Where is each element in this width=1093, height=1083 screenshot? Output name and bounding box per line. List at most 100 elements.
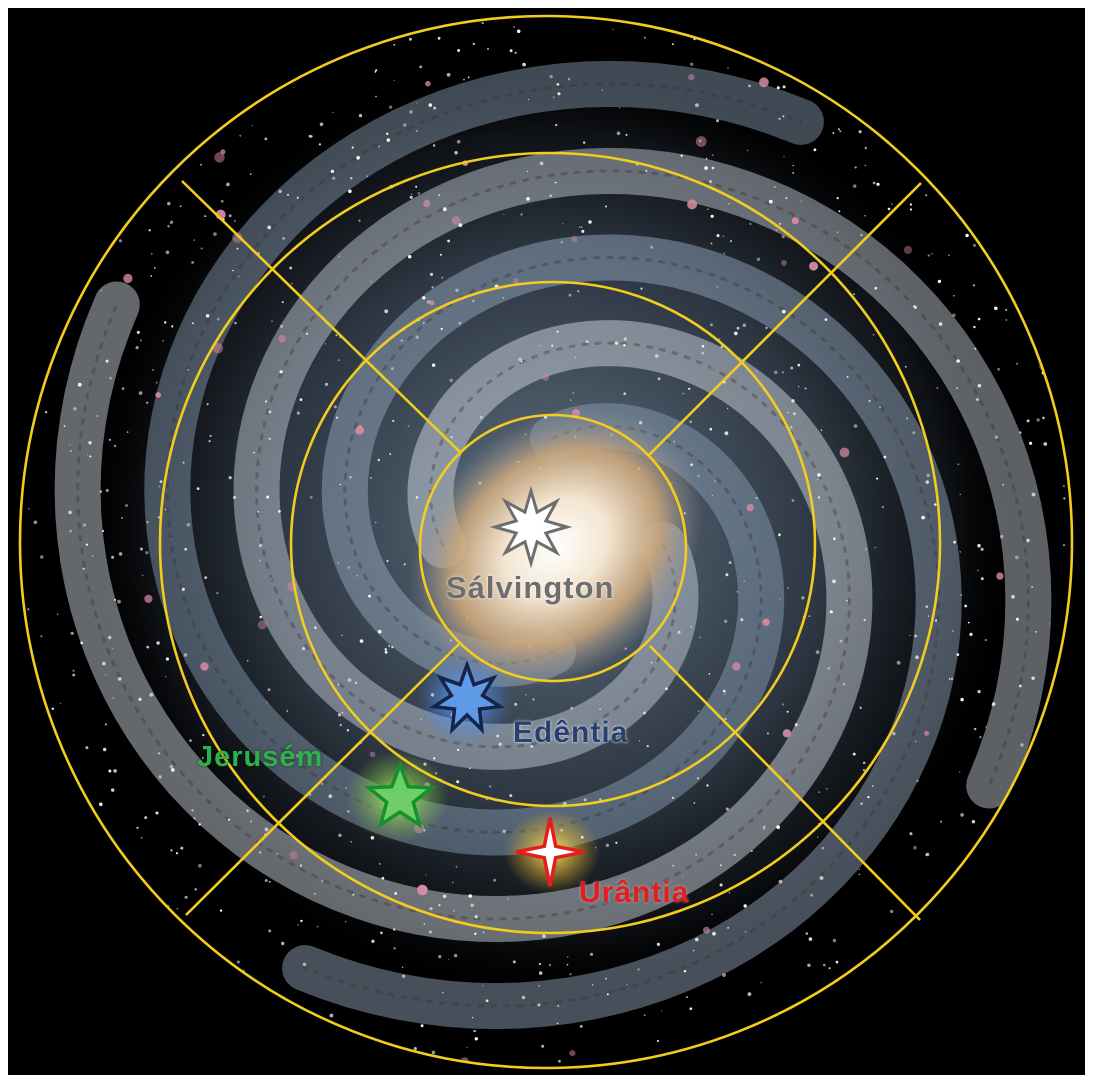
star-dot (482, 985, 484, 987)
star-dot (768, 199, 773, 204)
star-dot (227, 818, 231, 821)
nebula-spot (429, 300, 435, 306)
star-dot (618, 107, 621, 109)
star-dot (860, 802, 863, 805)
star-dot (722, 689, 726, 693)
star-dot (264, 827, 269, 832)
star-dot (145, 551, 149, 555)
star-dot (762, 826, 766, 830)
star-dot (520, 213, 523, 216)
star-dot (333, 405, 337, 409)
star-dot (191, 261, 195, 264)
star-dot (538, 963, 541, 965)
star-dot (206, 403, 209, 406)
star-dot (605, 977, 607, 980)
star-dot (699, 636, 701, 639)
star-dot (297, 924, 299, 926)
star-dot (793, 412, 796, 416)
star-dot (858, 130, 862, 134)
star-dot (139, 547, 143, 551)
star-dot (682, 875, 684, 878)
star-dot (591, 984, 594, 986)
star-dot (68, 510, 72, 515)
star-dot (121, 387, 125, 390)
star-dot (82, 567, 85, 570)
star-dot (558, 1059, 561, 1063)
star-dot (612, 28, 614, 31)
star-dot (916, 779, 919, 783)
star-dot (507, 898, 509, 900)
nebula-spot (369, 751, 376, 758)
star-dot (562, 223, 564, 225)
star-dot (560, 241, 563, 244)
star-dot (948, 678, 951, 680)
star-dot (423, 923, 425, 925)
star-dot (232, 269, 234, 272)
star-dot (204, 215, 207, 218)
star-dot (159, 480, 163, 484)
star-dot (89, 455, 92, 458)
star-dot (1031, 676, 1035, 680)
star-dot (339, 723, 342, 727)
star-dot (701, 352, 704, 355)
star-dot (520, 360, 523, 363)
star-dot (319, 122, 324, 127)
star-dot (904, 365, 907, 368)
star-dot (408, 255, 412, 259)
star-dot (965, 233, 969, 238)
star-dot (872, 181, 876, 185)
star-dot (384, 309, 389, 314)
star-dot (111, 555, 115, 559)
star-dot (704, 166, 708, 170)
star-dot (915, 655, 919, 660)
nebula-spot (542, 373, 550, 381)
star-dot (689, 420, 693, 424)
star-dot (959, 551, 961, 553)
star-dot (474, 1030, 477, 1032)
star-dot (302, 962, 307, 967)
star-dot (927, 615, 930, 617)
star-dot (457, 49, 461, 52)
star-dot (616, 131, 621, 136)
star-dot (744, 930, 747, 933)
star-dot (446, 72, 451, 77)
star-dot (589, 952, 594, 956)
star-dot (63, 425, 66, 428)
star-dot (127, 431, 129, 433)
star-dot (347, 566, 351, 569)
star-dot (787, 411, 789, 414)
star-dot (782, 115, 785, 118)
star-dot (835, 960, 839, 964)
star-dot (335, 334, 338, 337)
star-dot (760, 981, 762, 984)
star-dot (108, 438, 111, 441)
star-dot (493, 878, 496, 882)
star-dot (247, 660, 249, 662)
star-dot (198, 823, 201, 826)
star-dot (661, 1010, 663, 1012)
star-dot (196, 487, 200, 490)
star-dot (712, 154, 714, 156)
star-dot (925, 605, 929, 608)
star-dot (672, 864, 675, 867)
star-dot (433, 757, 436, 760)
nebula-spot (513, 278, 519, 284)
star-dot (198, 863, 202, 868)
star-dot (438, 194, 441, 197)
star-dot (756, 257, 761, 261)
star-dot (914, 306, 917, 309)
star-dot (991, 702, 996, 706)
star-dot (585, 340, 589, 343)
star-dot (337, 359, 340, 362)
star-dot (697, 710, 700, 712)
star-dot (453, 953, 458, 958)
star-dot (144, 816, 148, 820)
star-dot (40, 555, 44, 559)
star-dot (710, 214, 714, 218)
grid-ring-3 (158, 151, 942, 935)
star-dot (266, 701, 268, 703)
star-dot (860, 234, 863, 237)
star-dot (345, 787, 347, 789)
star-dot (778, 879, 783, 884)
star-dot (915, 740, 917, 743)
